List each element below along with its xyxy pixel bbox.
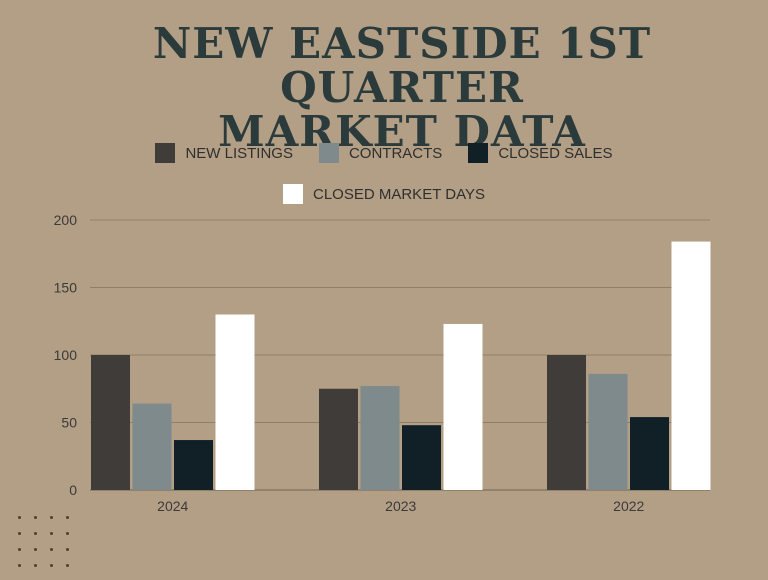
legend-item-contracts: CONTRACTS: [318, 143, 443, 163]
title-line-2: MARKET DATA: [218, 107, 586, 156]
y-tick-label: 0: [69, 482, 77, 498]
legend-swatch-new-listings: [155, 143, 176, 163]
bar-closed-market-days-2024: [215, 314, 255, 490]
legend-swatch-closed-market-days: [283, 184, 303, 204]
x-tick-label-2023: 2023: [385, 498, 416, 514]
legend-row-2: CLOSED MARKET DAYS: [0, 184, 768, 204]
legend-label-closed-sales: CLOSED SALES: [498, 144, 613, 162]
bar-closed-market-days-2023: [443, 323, 483, 490]
legend-label-closed-market-days: CLOSED MARKET DAYS: [313, 185, 485, 203]
bar-closed-market-days-2022: [671, 241, 711, 490]
decor-dot: [34, 516, 37, 519]
bar-closed-sales-2022: [630, 417, 669, 490]
legend-item-new-listings: NEW LISTINGS: [155, 143, 293, 163]
decor-dot: [50, 548, 53, 551]
legend-row-1: NEW LISTINGS CONTRACTS CLOSED SALES: [0, 143, 768, 163]
decor-dot: [18, 516, 21, 519]
chart-title: NEW EASTSIDE 1ST QUARTER MARKET DATA: [0, 22, 768, 154]
bar-closed-sales-2023: [402, 425, 441, 490]
decor-dot: [50, 516, 53, 519]
title-line-1: NEW EASTSIDE 1ST QUARTER: [152, 19, 652, 112]
bar-new-listings-2022: [547, 355, 586, 490]
legend-label-contracts: CONTRACTS: [348, 144, 443, 162]
y-tick-label: 200: [54, 212, 78, 228]
decor-dot: [66, 564, 69, 567]
decor-dot: [34, 564, 37, 567]
decor-dot: [34, 532, 37, 535]
bar-new-listings-2024: [91, 355, 130, 490]
x-tick-label-2024: 2024: [157, 498, 188, 514]
decorative-dot-grid: [18, 516, 82, 580]
decor-dot: [18, 532, 21, 535]
x-tick-label-2022: 2022: [613, 498, 644, 514]
y-tick-label: 50: [61, 415, 77, 431]
decor-dot: [50, 532, 53, 535]
decor-dot: [18, 548, 21, 551]
legend-label-new-listings: NEW LISTINGS: [185, 144, 293, 162]
bar-closed-sales-2024: [174, 440, 213, 490]
bar-contracts-2023: [360, 386, 400, 490]
legend-swatch-contracts: [318, 143, 339, 163]
decor-dot: [66, 516, 69, 519]
bar-contracts-2022: [588, 373, 628, 490]
decor-dot: [18, 564, 21, 567]
decor-dot: [66, 548, 69, 551]
y-tick-label: 100: [54, 347, 78, 363]
decor-dot: [66, 532, 69, 535]
bar-new-listings-2023: [319, 388, 358, 490]
y-tick-label: 150: [54, 280, 78, 296]
legend-item-closed-market-days: CLOSED MARKET DAYS: [283, 184, 485, 204]
decor-dot: [50, 564, 53, 567]
legend-swatch-closed-sales: [468, 143, 489, 163]
legend-item-closed-sales: CLOSED SALES: [468, 143, 613, 163]
decor-dot: [34, 548, 37, 551]
bar-contracts-2024: [132, 403, 172, 490]
